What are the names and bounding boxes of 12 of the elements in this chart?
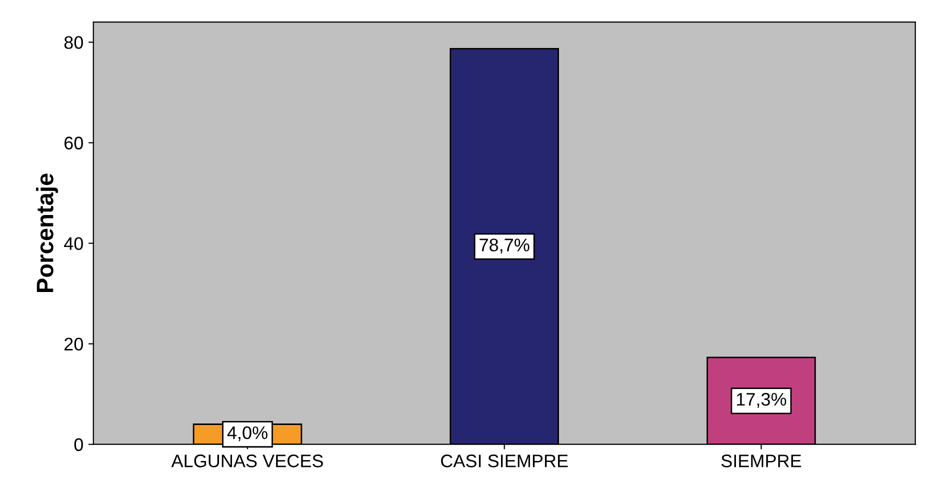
- y-axis-title: Porcentaje: [36, 174, 58, 292]
- data-label: 4,0%: [227, 426, 268, 442]
- data-label: 78,7%: [480, 238, 530, 254]
- y-tick-label: 80: [64, 36, 83, 49]
- x-tick-label: SIEMPRE: [721, 454, 802, 468]
- data-label: 17,3%: [736, 392, 786, 408]
- y-tick-label: 40: [64, 237, 83, 250]
- y-tick-label: 60: [64, 136, 83, 150]
- y-tick-label: 20: [64, 338, 83, 351]
- x-tick-label: CASI SIEMPRE: [441, 454, 568, 468]
- y-tick-label: 0: [74, 438, 83, 452]
- x-tick-label: ALGUNAS VECES: [171, 454, 323, 468]
